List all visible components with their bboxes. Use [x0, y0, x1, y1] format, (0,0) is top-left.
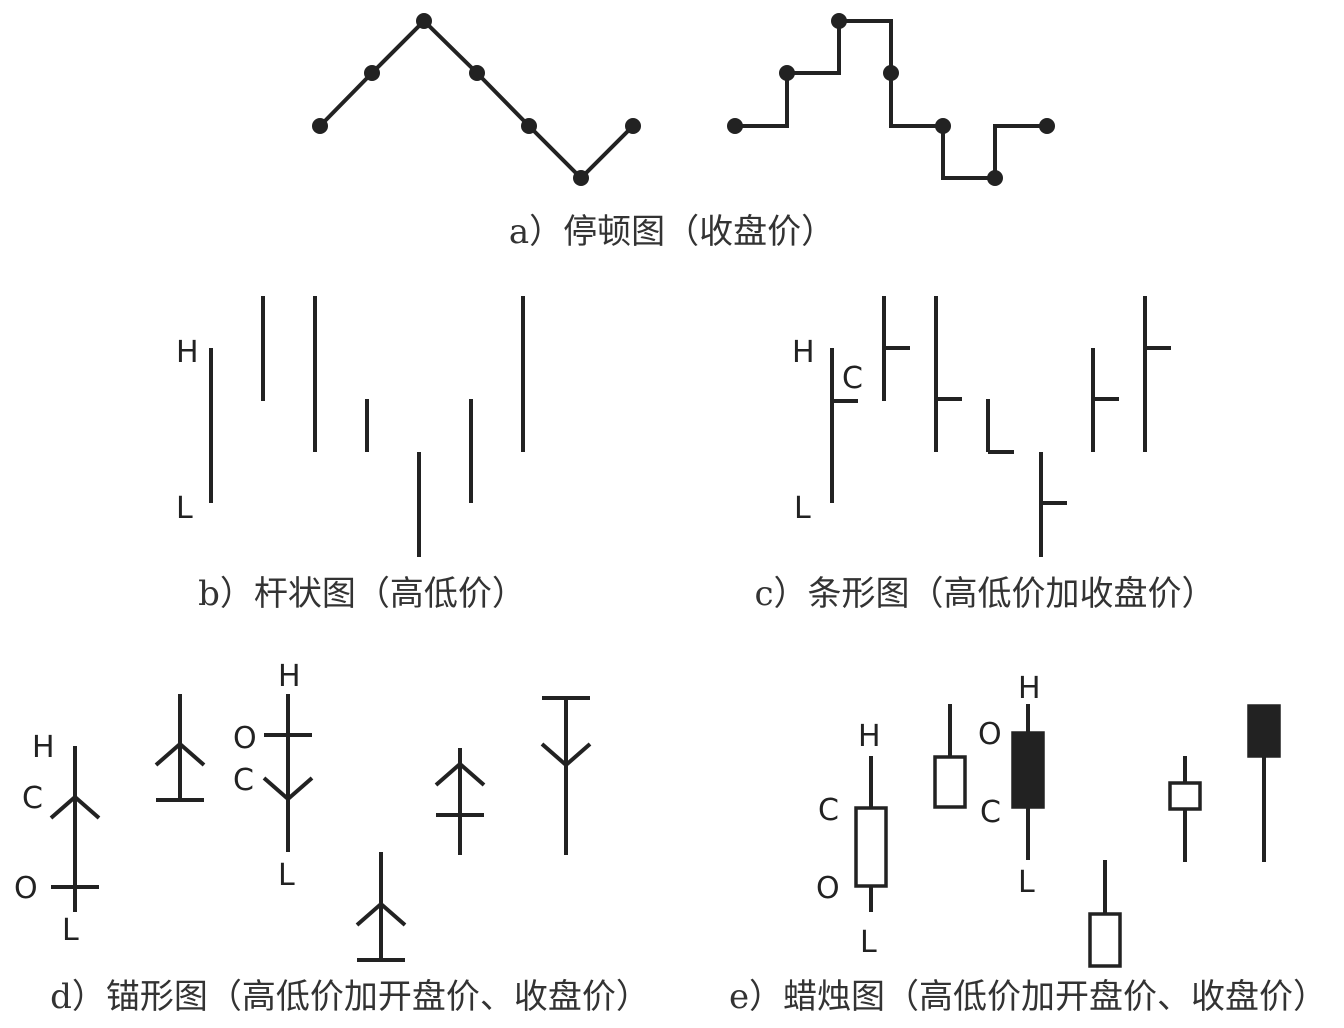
ohlc-bar [936, 296, 962, 452]
close-point [987, 170, 1003, 186]
candle-body-down [1013, 733, 1043, 807]
ohlc-bar [1041, 452, 1067, 557]
close-line [320, 21, 633, 178]
anchor-mark [436, 748, 484, 855]
ohlc-bar [988, 399, 1014, 452]
close-point [573, 170, 589, 186]
candle-body-down [1249, 706, 1279, 756]
low-label: L [860, 925, 877, 960]
panel-a-close-step [727, 13, 1055, 186]
open-label: O [233, 721, 257, 756]
close-point [935, 118, 951, 134]
open-label: O [816, 871, 840, 906]
panel-b-high-low: H L [176, 296, 523, 557]
close-point [831, 13, 847, 29]
close-point [883, 65, 899, 81]
anchor-mark [51, 746, 99, 912]
caption-d: d）锚形图（高低价加开盘价、收盘价） [50, 977, 650, 1017]
caption-c: c）条形图（高低价加收盘价） [754, 574, 1215, 614]
high-label: H [1018, 671, 1041, 706]
anchor-mark [357, 852, 405, 960]
high-label: H [792, 335, 815, 370]
close-label: C [980, 795, 1001, 830]
panel-d-anchor: H C O L H O C L [14, 659, 590, 960]
ohlc-bar [1093, 348, 1119, 452]
candle-body-up [1170, 783, 1200, 809]
candle-body-up [856, 808, 886, 886]
open-label: O [14, 871, 38, 906]
ohlc-bar [1145, 296, 1171, 452]
high-label: H [858, 719, 881, 754]
caption-b: b）杆状图（高低价） [198, 574, 526, 614]
low-label: L [62, 913, 79, 948]
close-point [1039, 118, 1055, 134]
close-point [416, 13, 432, 29]
close-label: C [233, 763, 254, 798]
low-label: L [1018, 865, 1035, 900]
close-point [779, 65, 795, 81]
ohlc-bar [884, 296, 910, 401]
close-point [364, 65, 380, 81]
low-label: L [794, 491, 811, 526]
close-point [625, 118, 641, 134]
anchor-mark [156, 694, 204, 800]
close-label: C [22, 781, 43, 816]
close-point [312, 118, 328, 134]
high-label: H [32, 730, 55, 765]
panel-a-close-line [312, 13, 641, 186]
candle-body-up [1090, 914, 1120, 966]
low-label: L [278, 858, 295, 893]
close-step-line [735, 21, 1047, 178]
caption-e: e）蜡烛图（高低价加开盘价、收盘价） [729, 977, 1327, 1017]
high-label: H [278, 659, 301, 694]
close-label: C [842, 361, 863, 396]
anchor-mark [264, 694, 312, 852]
anchor-mark [542, 698, 590, 855]
high-label: H [176, 335, 199, 370]
close-point [727, 118, 743, 134]
close-label: C [818, 793, 839, 828]
candle-body-up [935, 757, 965, 807]
close-point [469, 65, 485, 81]
panel-e-candlestick: H C O L H O C L [816, 671, 1279, 966]
low-label: L [176, 491, 193, 526]
panel-c-bar-close: H C L [792, 296, 1171, 557]
close-point [521, 118, 537, 134]
caption-a: a）停顿图（收盘价） [509, 212, 835, 252]
open-label: O [978, 717, 1002, 752]
